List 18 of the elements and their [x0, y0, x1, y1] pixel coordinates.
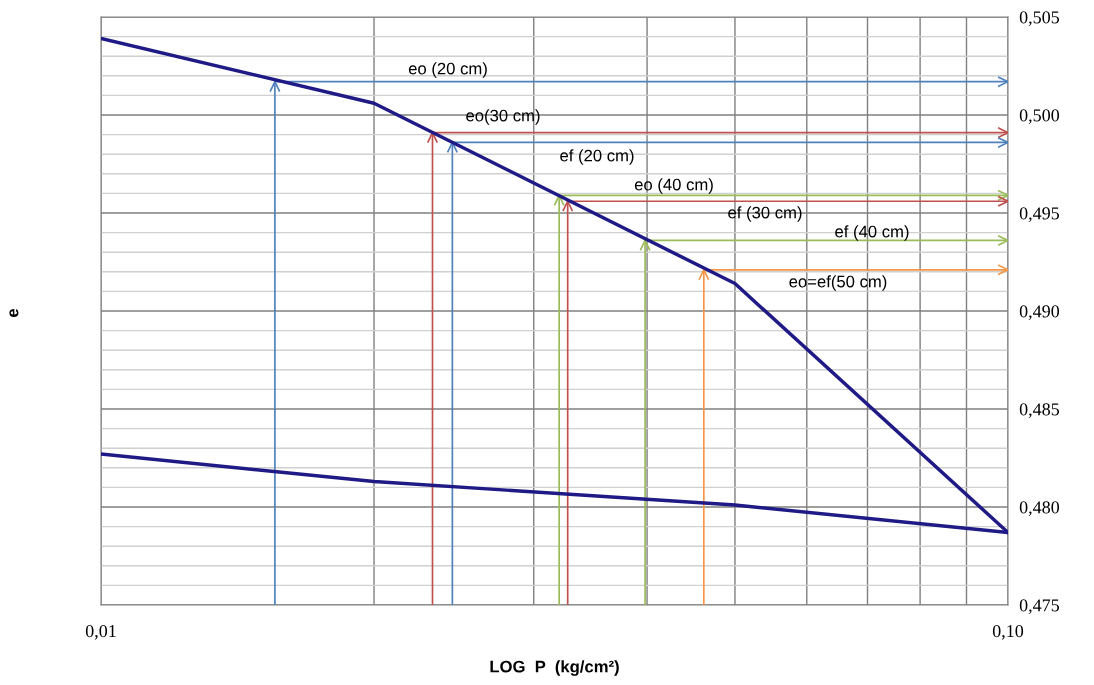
y-tick-label: 0,480: [1019, 501, 1060, 517]
annotation: eo(30 cm): [466, 109, 540, 125]
y-tick-label: 0,485: [1019, 403, 1060, 419]
y-tick-label: 0,475: [1019, 599, 1060, 615]
y-tick-label: 0,495: [1019, 207, 1060, 223]
y-axis-title: e: [9, 308, 19, 317]
y-tick-label: 0,500: [1019, 109, 1060, 125]
annotation: eo=ef(50 cm): [789, 275, 887, 291]
x-tick-label: 0,01: [85, 624, 116, 640]
annotation: ef (40 cm): [835, 225, 909, 241]
annotation: eo (20 cm): [408, 62, 487, 78]
annotation: eo (40 cm): [634, 178, 713, 194]
annotation: ef (20 cm): [560, 149, 634, 165]
y-tick-label: 0,505: [1019, 11, 1060, 27]
annotation: ef (30 cm): [728, 206, 802, 222]
y-tick-label: 0,490: [1019, 305, 1060, 321]
x-tick-label: 0,10: [992, 624, 1024, 640]
x-axis-title: LOG P (kg/cm²): [490, 660, 619, 676]
